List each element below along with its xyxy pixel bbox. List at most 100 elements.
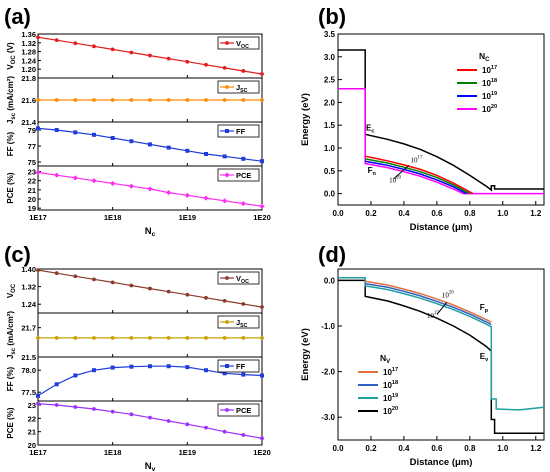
annotation-ec-sub: c: [371, 129, 374, 135]
data-point: [148, 53, 152, 58]
x-tick-label: 1E20: [253, 448, 271, 457]
data-point: [92, 98, 96, 102]
legend-label-base: 10: [383, 381, 392, 390]
plot-frame: [337, 268, 545, 441]
y-axis-label-rest: (mA/cm²): [6, 311, 15, 348]
data-point: [260, 98, 264, 102]
y-tick-label: 77: [28, 142, 36, 151]
annotation-low-exp: 17: [418, 156, 423, 161]
x-tick-label: 0.0: [332, 444, 344, 453]
series-line-2: [365, 160, 467, 195]
data-point: [110, 336, 115, 340]
legend-label: 1019: [383, 393, 398, 403]
legend-label: 1018: [482, 78, 497, 88]
x-tick-label: 0.8: [464, 209, 476, 218]
subplot-frame: [37, 400, 263, 446]
annotation-low-exp: 17: [434, 311, 439, 316]
y-tick-label: -1.0: [321, 322, 335, 331]
data-point: [73, 336, 78, 340]
y-tick-label: 0.5: [324, 167, 336, 176]
x-tick-label: 1E20: [253, 213, 271, 222]
legend-label: 1017: [482, 65, 497, 75]
panel-d: (d) 0.0 0.2 0.4 0.6 0.8 1.0 1.2 0.0 -1.0 -2.0 -3.0 D…: [300, 242, 545, 468]
legend-label-main: J: [236, 318, 240, 327]
x-axis-label: Distance (μm): [410, 222, 473, 233]
legend-label-exp: 19: [392, 393, 398, 399]
data-point: [92, 407, 96, 411]
y-axis-label-sub: OC: [11, 283, 17, 293]
data-point: [222, 371, 227, 376]
x-tick-label: 0.6: [431, 209, 443, 218]
x-axis-label: Nv: [145, 461, 156, 472]
legend-label: 1019: [482, 91, 497, 101]
data-point: [166, 189, 172, 196]
x-axis-label-main: N: [145, 461, 152, 472]
data-point: [260, 72, 264, 76]
y-axis-label: Jsc (mA/cm²): [6, 311, 17, 359]
legend-label-main: FF: [236, 362, 246, 371]
data-point: [240, 200, 246, 207]
y-axis-label-main: V: [6, 292, 15, 298]
x-axis-label: Distance (μm): [410, 457, 473, 468]
annotation-low: 1017: [411, 156, 423, 165]
y-tick-label: 21: [28, 186, 36, 195]
legend-label-exp: 18: [392, 380, 398, 386]
data-point: [204, 336, 208, 340]
series-line-3: [365, 280, 492, 324]
y-tick-label: 20: [28, 195, 36, 204]
legend-box: [217, 315, 260, 329]
y-axis-label-rest: (V): [6, 42, 15, 55]
x-axis-label-main: N: [145, 226, 152, 237]
y-axis-label-sub: OC: [11, 55, 17, 65]
legend-marker: [225, 276, 229, 280]
data-point: [110, 280, 115, 285]
data-point: [110, 365, 115, 370]
legend-box: [217, 403, 260, 417]
series-line-0: [338, 279, 544, 434]
data-point: [260, 373, 264, 378]
data-point: [73, 274, 78, 279]
x-tick-label: 1E18: [104, 448, 122, 457]
data-point: [166, 98, 171, 102]
annotation-ec: Ec: [366, 124, 374, 135]
y-tick-label: 22: [28, 414, 36, 423]
panel-label: (a): [4, 4, 31, 29]
data-point: [185, 365, 190, 370]
legend-label-exp: 17: [392, 367, 398, 373]
annotation-fp: Fp: [480, 303, 489, 314]
x-tick-label: 1E19: [179, 213, 197, 222]
annotation-fn: Fn: [368, 166, 377, 177]
data-point: [241, 98, 246, 102]
panel-label: (b): [318, 4, 346, 29]
data-point: [241, 69, 246, 73]
x-tick-label: 0.4: [398, 444, 410, 453]
y-tick-label: 21: [28, 428, 36, 437]
data-point: [166, 419, 171, 423]
series-line-3: [365, 158, 471, 195]
series-line-4: [365, 155, 474, 195]
subplot-frame: [37, 165, 263, 211]
data-point: [73, 41, 78, 46]
y-axis-label: VOC (V): [6, 42, 17, 70]
legend-label: 1020: [383, 406, 398, 416]
data-point: [36, 98, 40, 102]
data-point: [148, 336, 152, 340]
legend-box: [217, 124, 260, 138]
y-tick-label: 77.5: [21, 388, 36, 397]
panel-label: (d): [318, 242, 346, 267]
data-point: [185, 292, 190, 297]
legend-label: PCE: [236, 171, 251, 180]
data-point: [222, 198, 228, 204]
y-tick-label: 75: [28, 158, 36, 167]
data-point: [73, 405, 78, 409]
legend-label: JSC: [236, 83, 248, 94]
data-point: [241, 372, 246, 377]
y-tick-label: 21.5: [21, 353, 36, 362]
y-tick-label: 0.0: [324, 276, 336, 285]
data-point: [129, 283, 134, 288]
data-point: [260, 436, 264, 441]
series-line-2: [365, 282, 492, 326]
